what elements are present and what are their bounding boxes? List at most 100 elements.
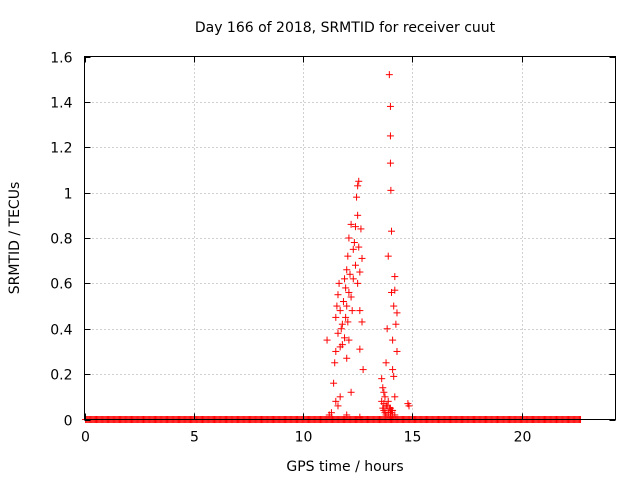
data-point <box>332 347 340 355</box>
data-point <box>382 359 390 367</box>
data-points <box>323 71 413 421</box>
data-point <box>346 270 354 278</box>
data-point <box>391 273 399 281</box>
data-point <box>356 345 364 353</box>
data-point <box>390 302 398 310</box>
data-point <box>339 298 347 306</box>
data-point <box>383 325 391 333</box>
data-point <box>355 243 363 251</box>
data-point <box>356 268 364 276</box>
y-tick-label: 1.4 <box>50 96 72 112</box>
data-point <box>334 291 342 299</box>
y-tick-label: 0.2 <box>50 368 72 384</box>
data-point <box>334 402 342 410</box>
chart-title: Day 166 of 2018, SRMTID for receiver cuu… <box>195 20 496 36</box>
data-point <box>383 402 391 410</box>
data-point <box>358 318 366 326</box>
x-axis-label: GPS time / hours <box>286 459 403 475</box>
y-tick-label: 0.4 <box>50 323 72 339</box>
data-point <box>354 211 362 219</box>
data-point <box>355 177 363 185</box>
data-point <box>354 279 362 287</box>
x-tick-label: 5 <box>190 430 199 446</box>
data-point <box>359 366 367 374</box>
y-tick-label: 0.6 <box>50 277 72 293</box>
data-point <box>332 313 340 321</box>
data-point <box>386 159 394 167</box>
data-point <box>338 341 346 349</box>
data-point <box>405 402 413 410</box>
data-point <box>393 347 401 355</box>
data-point <box>334 329 342 337</box>
data-point <box>333 302 341 310</box>
data-point <box>354 182 362 190</box>
data-point <box>345 234 353 242</box>
data-point <box>393 309 401 317</box>
data-point <box>387 186 395 194</box>
data-point <box>356 307 364 315</box>
data-point <box>390 372 398 380</box>
data-point <box>335 279 343 287</box>
data-point <box>342 313 350 321</box>
data-point <box>337 325 345 333</box>
data-point <box>353 193 361 201</box>
data-point <box>327 409 335 417</box>
data-point <box>349 245 357 253</box>
y-axis-label: SRMTID / TECUs <box>7 182 23 295</box>
data-point <box>351 261 359 269</box>
data-point <box>331 359 339 367</box>
data-point <box>338 320 346 328</box>
y-tick-label: 1 <box>64 187 73 203</box>
y-axis-ticks: 0 0.2 0.4 0.6 0.8 1 1.2 1.4 1.6 <box>50 51 616 430</box>
data-point <box>385 71 393 79</box>
data-point <box>336 393 344 401</box>
data-point <box>384 409 392 417</box>
data-point <box>323 336 331 344</box>
data-point <box>343 411 351 419</box>
data-point <box>388 227 396 235</box>
data-point <box>384 252 392 260</box>
data-point <box>384 397 392 405</box>
x-tick-label: 10 <box>295 430 313 446</box>
data-point <box>349 275 357 283</box>
data-point <box>345 336 353 344</box>
data-point <box>336 307 344 315</box>
y-tick-label: 1.2 <box>50 141 72 157</box>
data-point <box>350 239 358 247</box>
data-point <box>342 284 350 292</box>
data-point <box>341 275 349 283</box>
data-point <box>341 334 349 342</box>
data-point <box>379 384 387 392</box>
y-tick-label: 0.8 <box>50 232 72 248</box>
x-tick-label: 15 <box>404 430 422 446</box>
data-point <box>378 375 386 383</box>
data-point <box>386 102 394 110</box>
data-point <box>347 220 355 228</box>
data-point <box>344 252 352 260</box>
data-point <box>347 388 355 396</box>
data-point <box>343 266 351 274</box>
data-point <box>389 336 397 344</box>
data-point <box>391 393 399 401</box>
data-point <box>330 379 338 387</box>
x-tick-label: 20 <box>514 430 532 446</box>
data-point <box>351 223 359 231</box>
grid <box>84 56 616 420</box>
y-tick-label: 1.6 <box>50 51 72 67</box>
y-tick-label: 0 <box>64 414 73 430</box>
x-tick-label: 0 <box>81 430 90 446</box>
x-axis-ticks: 0 5 10 15 20 <box>81 56 532 446</box>
data-point <box>391 411 399 419</box>
data-point <box>358 254 366 262</box>
data-point <box>378 397 386 405</box>
data-point <box>343 302 351 310</box>
data-point <box>357 225 365 233</box>
data-point <box>348 307 356 315</box>
data-point <box>386 132 394 140</box>
data-point <box>380 388 388 396</box>
data-point <box>332 397 340 405</box>
data-point <box>345 288 353 296</box>
data-point <box>347 293 355 301</box>
data-point <box>389 366 397 374</box>
